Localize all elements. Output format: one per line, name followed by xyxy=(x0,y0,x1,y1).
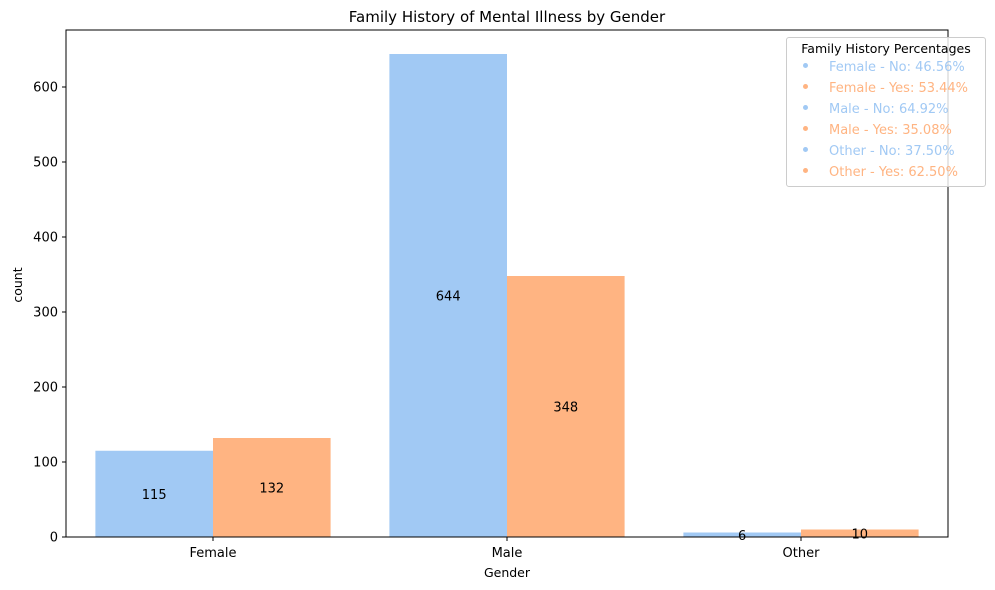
data-label: 348 xyxy=(553,401,578,416)
x-tick-label: Other xyxy=(783,546,821,561)
legend-marker-icon xyxy=(803,168,808,173)
data-label: 644 xyxy=(436,290,461,305)
data-label: 6 xyxy=(738,529,746,544)
legend-marker-icon xyxy=(803,84,808,89)
legend-item-label: Other - No: 37.50% xyxy=(829,144,955,159)
legend-item-label: Male - No: 64.92% xyxy=(829,102,949,117)
bar-other-no xyxy=(683,532,801,537)
legend-item-label: Other - Yes: 62.50% xyxy=(829,165,958,180)
legend-item: Male - No: 64.92% xyxy=(803,102,949,117)
legend-item-label: Female - Yes: 53.44% xyxy=(829,81,969,96)
legend-title: Family History Percentages xyxy=(801,41,971,56)
x-tick-label: Male xyxy=(492,546,523,561)
data-label: 10 xyxy=(852,527,869,542)
legend: Family History Percentages Female - No: … xyxy=(786,37,986,187)
y-tick-label: 0 xyxy=(50,531,58,546)
bar-male-no xyxy=(389,54,507,537)
bar-female-yes xyxy=(213,438,331,537)
y-axis-label: count xyxy=(10,267,25,302)
data-label: 115 xyxy=(142,488,167,503)
legend-item: Male - Yes: 35.08% xyxy=(803,123,952,138)
y-tick-label: 300 xyxy=(33,306,58,321)
legend-item: Female - Yes: 53.44% xyxy=(803,81,968,96)
x-tick-label: Female xyxy=(189,546,236,561)
legend-marker-icon xyxy=(803,105,808,110)
y-tick-label: 400 xyxy=(33,231,58,246)
legend-marker-icon xyxy=(803,63,808,68)
plot-area: 1156446132348100100200300400500600Female… xyxy=(33,29,949,561)
bar-other-yes xyxy=(801,529,919,537)
bar-female-no xyxy=(95,450,213,537)
legend-marker-icon xyxy=(803,126,808,131)
legend-item-label: Male - Yes: 35.08% xyxy=(829,123,952,138)
chart-title: Family History of Mental Illness by Gend… xyxy=(349,8,666,26)
legend-item-label: Female - No: 46.56% xyxy=(829,60,965,75)
legend-item: Female - No: 46.56% xyxy=(803,60,965,75)
bar-male-yes xyxy=(507,276,625,537)
legend-marker-icon xyxy=(803,147,808,152)
data-label: 132 xyxy=(259,482,284,497)
y-tick-label: 100 xyxy=(33,456,58,471)
legend-item: Other - Yes: 62.50% xyxy=(803,165,958,180)
y-tick-label: 500 xyxy=(33,156,58,171)
legend-item: Other - No: 37.50% xyxy=(803,144,955,159)
y-tick-label: 200 xyxy=(33,381,58,396)
x-axis-label: Gender xyxy=(484,565,531,580)
y-tick-label: 600 xyxy=(33,81,58,96)
